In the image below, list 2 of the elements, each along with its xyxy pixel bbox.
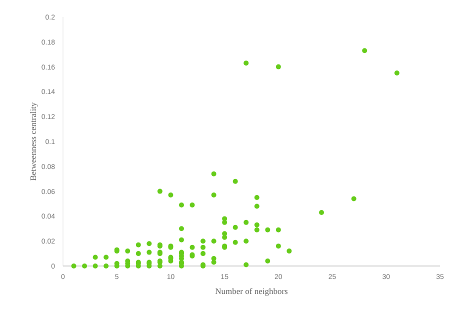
y-axis-title: Betweenness centrality [28,101,38,181]
x-axis-title: Number of neighbors [215,286,288,296]
